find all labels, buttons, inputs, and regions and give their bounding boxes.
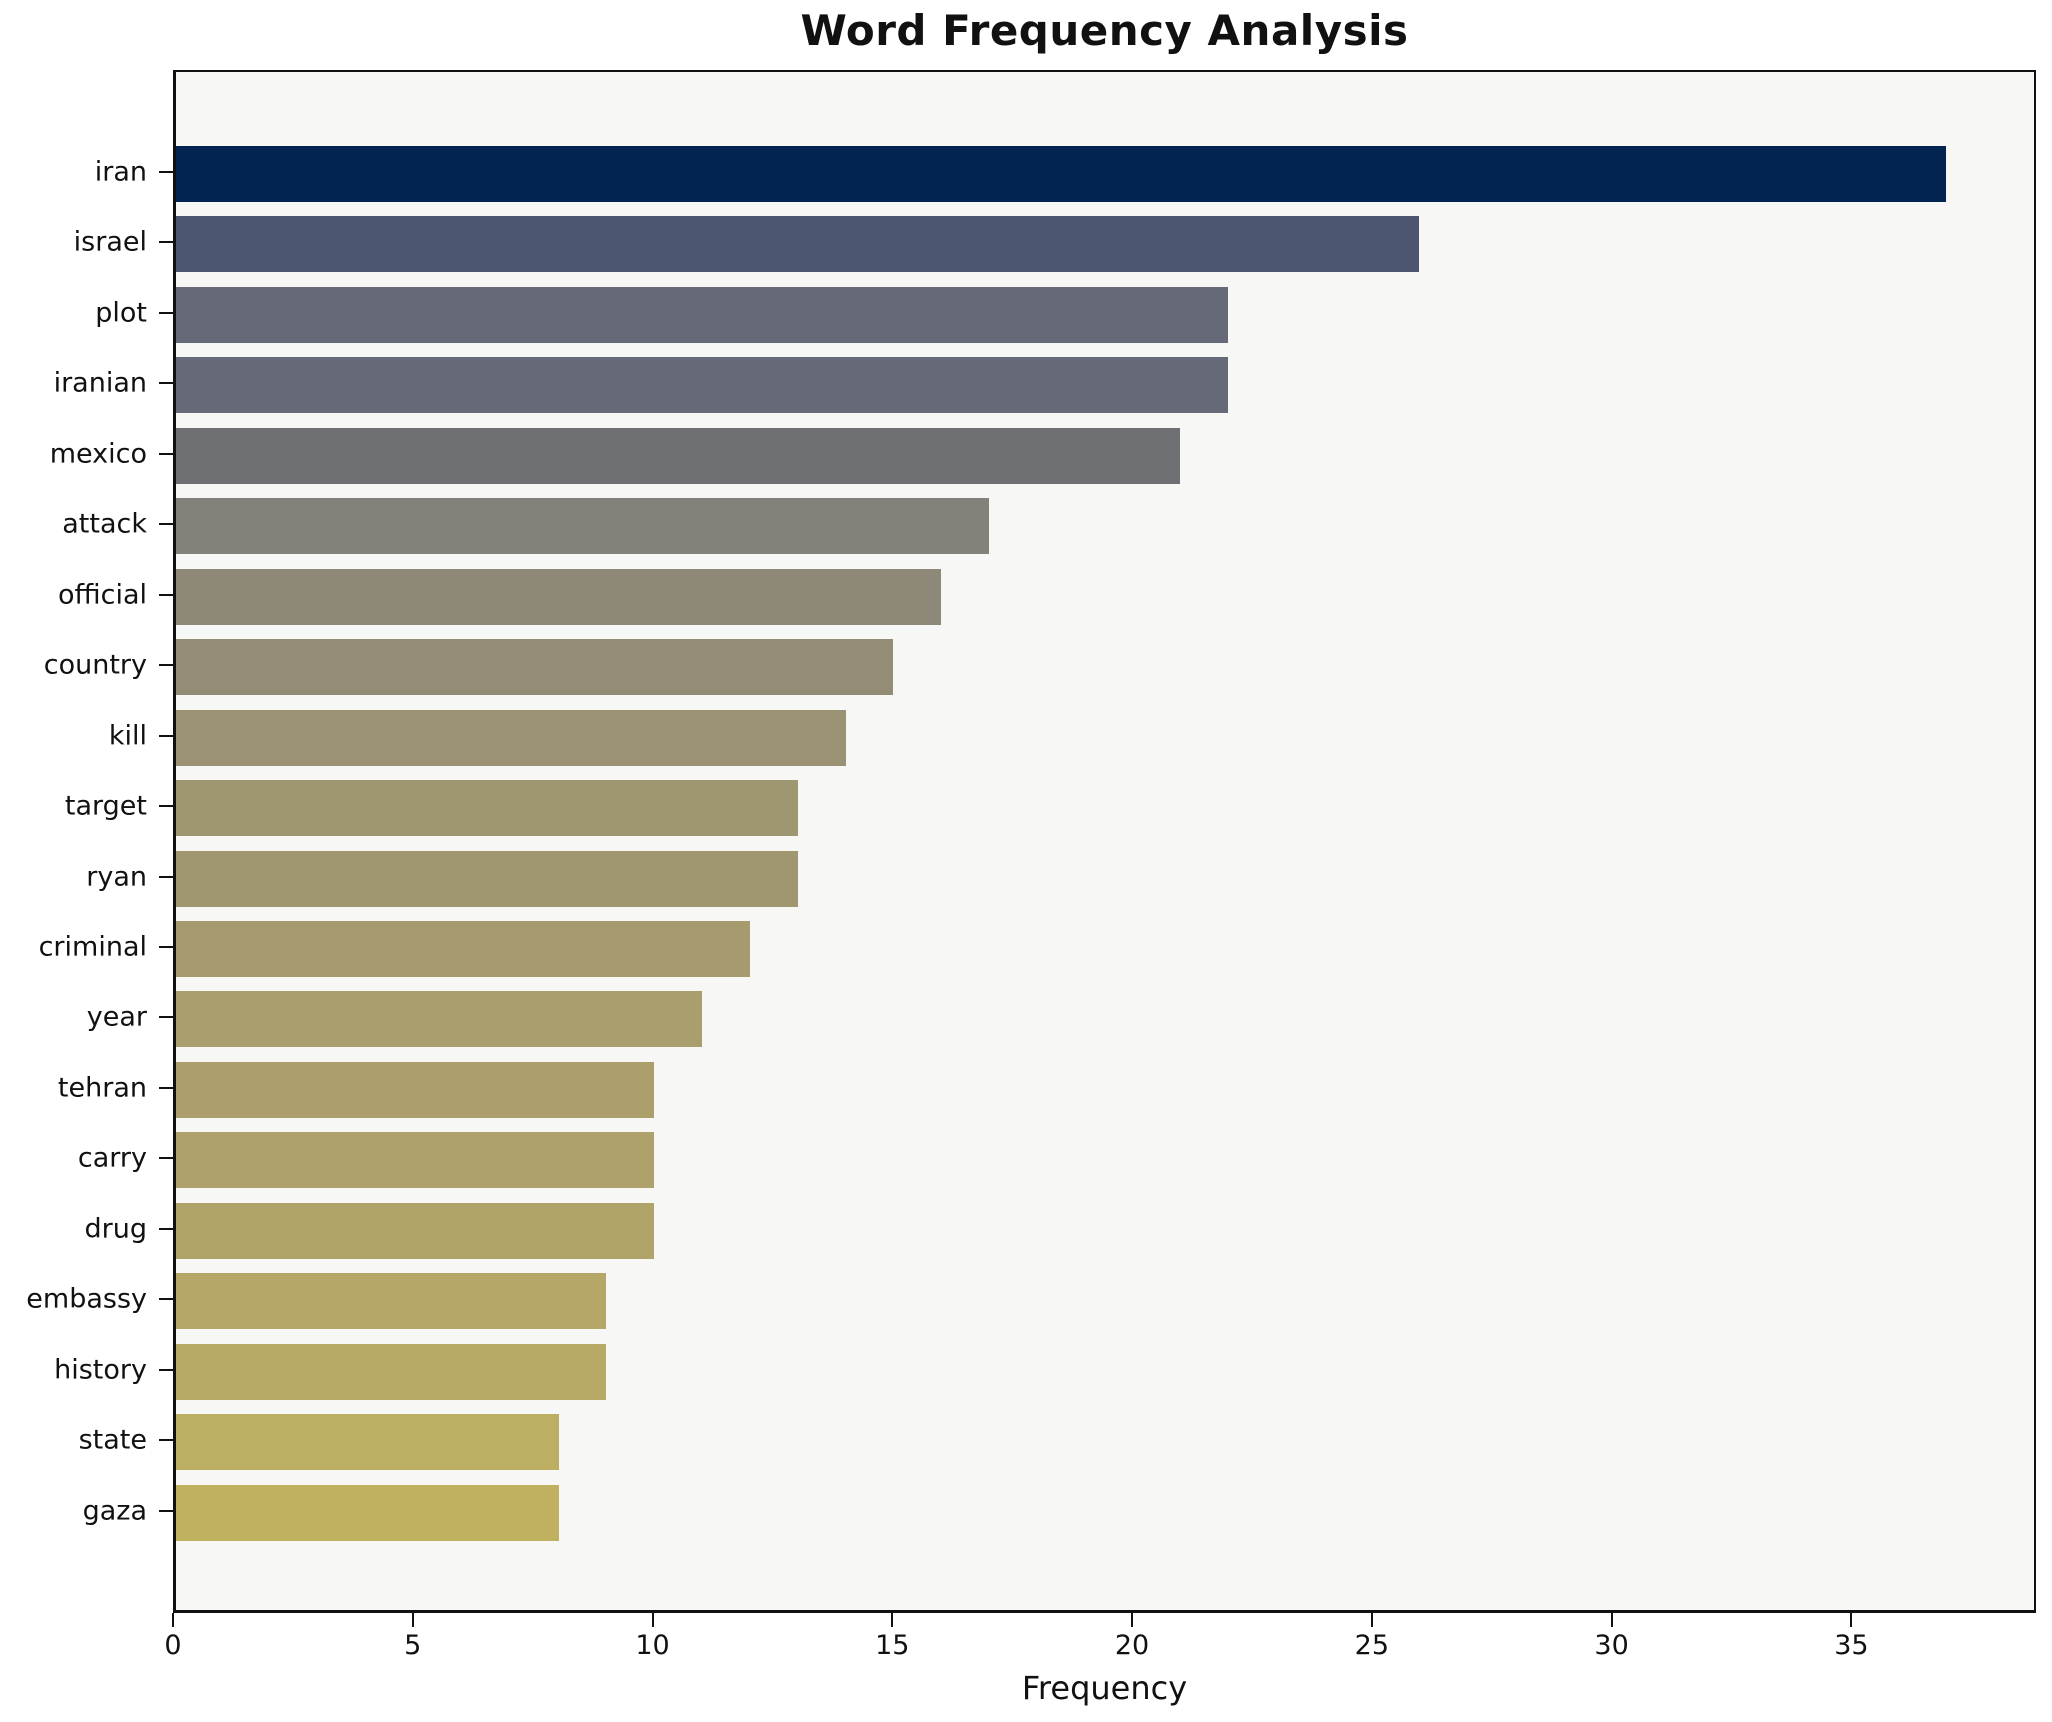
y-tick-mark bbox=[159, 805, 173, 808]
y-tick-mark bbox=[159, 734, 173, 737]
y-tick-mark bbox=[159, 1509, 173, 1512]
bar-ryan bbox=[176, 850, 798, 907]
bar-kill bbox=[176, 709, 846, 766]
x-tick-label: 10 bbox=[635, 1630, 670, 1661]
y-tick-label: country bbox=[43, 649, 147, 681]
bar-tehran bbox=[176, 1061, 655, 1118]
y-tick-label: israel bbox=[73, 226, 147, 258]
y-tick-label: criminal bbox=[38, 931, 147, 963]
y-tick-mark bbox=[159, 241, 173, 244]
bar-mexico bbox=[176, 427, 1181, 484]
bar-iran bbox=[176, 146, 1946, 202]
y-tick-mark bbox=[159, 1157, 173, 1160]
y-tick-mark bbox=[159, 1298, 173, 1301]
y-tick-mark bbox=[159, 1368, 173, 1371]
y-tick-mark bbox=[159, 382, 173, 385]
bar-target bbox=[176, 780, 798, 837]
y-tick-mark bbox=[159, 1227, 173, 1230]
y-tick-label: ryan bbox=[86, 861, 147, 892]
y-tick-mark bbox=[159, 1086, 173, 1089]
y-tick-mark bbox=[159, 1439, 173, 1442]
x-tick-mark bbox=[651, 1613, 654, 1627]
chart-title: Word Frequency Analysis bbox=[800, 6, 1409, 55]
bar-year bbox=[176, 991, 703, 1048]
x-tick-label: 35 bbox=[1834, 1630, 1869, 1661]
y-axis: iran israel plot iranian mexico attack officia… bbox=[0, 0, 147, 1722]
plot-area bbox=[173, 70, 2036, 1613]
y-tick-label: iran bbox=[94, 156, 147, 188]
x-tick-mark bbox=[891, 1613, 894, 1627]
x-tick-mark bbox=[172, 1613, 174, 1627]
y-tick-mark bbox=[159, 945, 173, 948]
x-tick-mark bbox=[1370, 1613, 1373, 1627]
y-tick-mark bbox=[159, 523, 173, 526]
y-tick-label: carry bbox=[77, 1142, 147, 1174]
y-tick-mark bbox=[159, 875, 173, 878]
bar-iranian bbox=[176, 357, 1229, 414]
y-tick-label: history bbox=[54, 1354, 147, 1386]
bar-country bbox=[176, 639, 894, 696]
y-tick-mark bbox=[159, 1016, 173, 1019]
bar-gaza bbox=[176, 1484, 559, 1541]
y-tick-label: tehran bbox=[57, 1072, 147, 1104]
x-tick-mark bbox=[1131, 1613, 1134, 1627]
bar-attack bbox=[176, 498, 990, 555]
x-tick-label: 30 bbox=[1594, 1630, 1629, 1661]
x-tick-mark bbox=[1610, 1613, 1613, 1627]
y-tick-label: year bbox=[86, 1001, 147, 1033]
y-tick-mark bbox=[159, 593, 173, 596]
y-tick-label: embassy bbox=[26, 1283, 147, 1315]
y-tick-mark bbox=[159, 311, 173, 314]
bar-history bbox=[176, 1343, 607, 1400]
y-tick-label: state bbox=[78, 1424, 147, 1456]
y-tick-label: plot bbox=[95, 297, 147, 329]
bar-plot bbox=[176, 286, 1229, 343]
x-tick-label: 25 bbox=[1354, 1630, 1390, 1661]
x-tick-mark bbox=[1850, 1613, 1853, 1627]
bar-embassy bbox=[176, 1273, 607, 1330]
y-tick-label: kill bbox=[108, 720, 147, 752]
y-tick-label: target bbox=[64, 790, 147, 822]
x-tick-label: 0 bbox=[164, 1630, 182, 1661]
bar-state bbox=[176, 1414, 559, 1471]
x-tick-label: 20 bbox=[1114, 1630, 1150, 1661]
bar-israel bbox=[176, 216, 1420, 273]
x-tick-label: 5 bbox=[404, 1630, 422, 1661]
y-tick-mark bbox=[159, 664, 173, 667]
y-tick-label: mexico bbox=[49, 438, 147, 470]
y-tick-label: gaza bbox=[82, 1495, 147, 1527]
y-tick-mark bbox=[159, 452, 173, 455]
y-tick-label: attack bbox=[62, 508, 147, 540]
x-tick-label: 15 bbox=[875, 1630, 910, 1661]
bar-carry bbox=[176, 1132, 655, 1189]
y-tick-mark bbox=[159, 171, 173, 173]
y-tick-label: drug bbox=[84, 1213, 148, 1245]
y-tick-label: iranian bbox=[53, 367, 147, 399]
bar-official bbox=[176, 568, 942, 625]
bar-drug bbox=[176, 1202, 655, 1259]
x-tick-mark bbox=[411, 1613, 414, 1627]
bar-criminal bbox=[176, 920, 750, 977]
y-tick-label: official bbox=[57, 579, 147, 611]
x-axis-label: Frequency bbox=[1021, 1669, 1188, 1707]
